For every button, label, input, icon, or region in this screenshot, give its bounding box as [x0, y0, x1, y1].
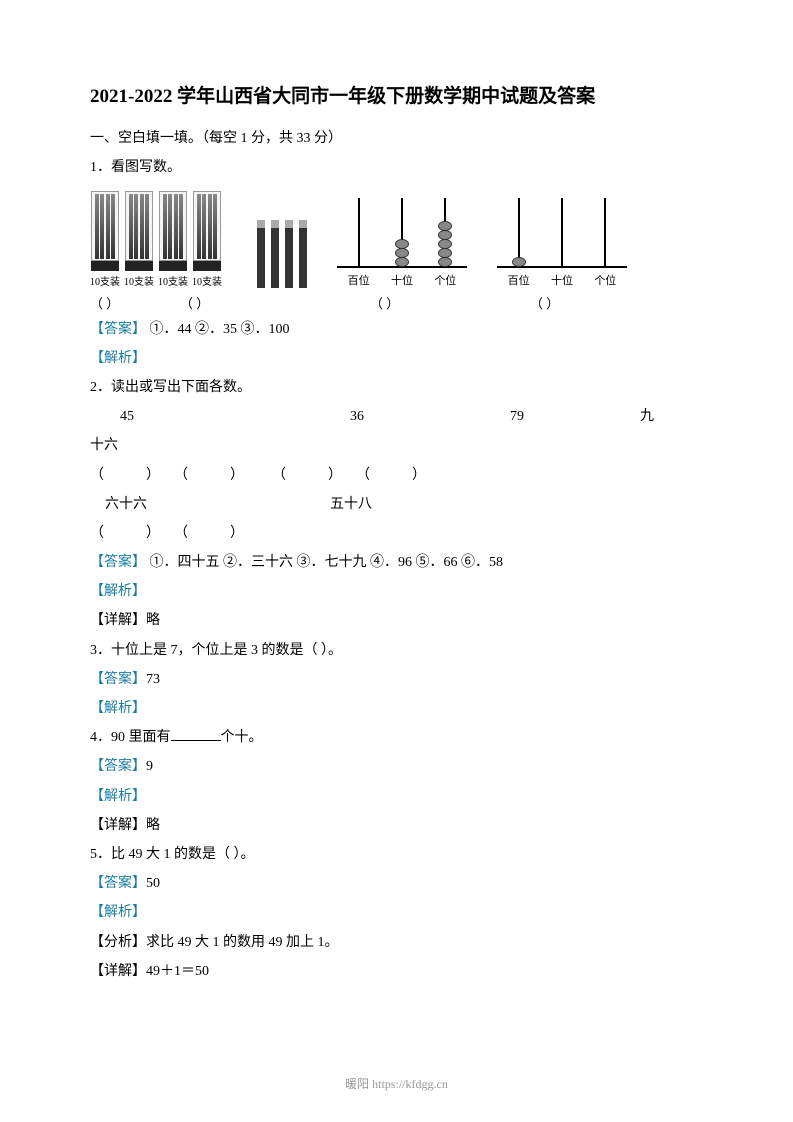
- q2-parens2: （ ） （ ）: [90, 521, 703, 546]
- pencil-pack: 10支装: [90, 191, 120, 288]
- abacus-group: 百位 十位 个位 百位 十位 个位: [337, 198, 627, 288]
- explain-label: 【解析】: [90, 905, 146, 920]
- num: 九: [640, 404, 654, 429]
- q3-answer: 【答案】73: [90, 667, 703, 692]
- pack-label: 10支装: [158, 273, 188, 288]
- q1-answer: 【答案】 ①．44 ②．35 ③．100: [90, 317, 703, 342]
- blank: （ ）: [530, 293, 559, 312]
- pack-label: 10支装: [90, 273, 120, 288]
- answer-text: ①．44 ②．35 ③．100: [146, 322, 290, 337]
- blank: （ ）: [370, 293, 530, 312]
- q2-parens1: （ ） （ ） （ ） （ ）: [90, 463, 703, 488]
- q5-explain: 【解析】: [90, 900, 703, 925]
- answer-text: 9: [146, 759, 153, 774]
- abacus-label: 百位: [508, 272, 530, 288]
- q5-detail: 【详解】49＋1＝50: [90, 959, 703, 984]
- q4-prefix: 4．90 里面有: [90, 730, 171, 745]
- abacus-2: 百位 十位 个位: [497, 198, 627, 288]
- abacus-label: 十位: [391, 272, 413, 288]
- footer: 暖阳 https://kfdgg.cn: [0, 1075, 793, 1092]
- blank: （ ）: [90, 293, 180, 312]
- q2-nums: 45 36 79 九: [90, 404, 703, 429]
- answer-text: ①．四十五 ②．三十六 ③．七十九 ④．96 ⑤．66 ⑥．58: [146, 555, 503, 570]
- answer-label: 【答案】: [90, 555, 146, 570]
- num: 36: [350, 404, 510, 429]
- q4-stem: 4．90 里面有 个十。: [90, 725, 703, 750]
- q2-detail: 【详解】略: [90, 608, 703, 633]
- explain-label: 【解析】: [90, 584, 146, 599]
- q1-images: 10支装 10支装 10支装 10支装: [90, 191, 703, 288]
- blank: （ ）: [180, 293, 370, 312]
- pencil-pack: 10支装: [124, 191, 154, 288]
- q4-answer: 【答案】9: [90, 754, 703, 779]
- q4-detail: 【详解】略: [90, 813, 703, 838]
- explain-label: 【解析】: [90, 351, 146, 366]
- q3-explain: 【解析】: [90, 696, 703, 721]
- abacus-label: 百位: [348, 272, 370, 288]
- pack-label: 10支装: [124, 273, 154, 288]
- answer-label: 【答案】: [90, 759, 146, 774]
- answer-label: 【答案】: [90, 876, 146, 891]
- num: 五十八: [330, 492, 372, 517]
- q4-suffix: 个十。: [221, 730, 263, 745]
- q1-explain: 【解析】: [90, 346, 703, 371]
- num: 45: [120, 404, 350, 429]
- pencil-pack: 10支装: [158, 191, 188, 288]
- q1-stem: 1．看图写数。: [90, 155, 703, 180]
- num: 79: [510, 404, 640, 429]
- num: 六十六: [105, 492, 330, 517]
- blank-underline: [171, 727, 221, 741]
- q2-stem: 2．读出或写出下面各数。: [90, 375, 703, 400]
- pencil-packs: 10支装 10支装 10支装 10支装: [90, 191, 222, 288]
- q5-answer: 【答案】50: [90, 871, 703, 896]
- explain-label: 【解析】: [90, 701, 146, 716]
- q5-analysis: 【分析】求比 49 大 1 的数用 49 加上 1。: [90, 930, 703, 955]
- answer-text: 50: [146, 876, 160, 891]
- pack-label: 10支装: [192, 273, 222, 288]
- q1-blanks: （ ） （ ） （ ） （ ）: [90, 293, 703, 312]
- answer-label: 【答案】: [90, 672, 146, 687]
- answer-text: 73: [146, 672, 160, 687]
- abacus-label: 十位: [551, 272, 573, 288]
- q5-stem: 5．比 49 大 1 的数是（ ）。: [90, 842, 703, 867]
- abacus-1: 百位 十位 个位: [337, 198, 467, 288]
- pencil-pack: 10支装: [192, 191, 222, 288]
- loose-pencils: [257, 220, 307, 288]
- q2-tail: 十六: [90, 433, 703, 458]
- q4-explain: 【解析】: [90, 784, 703, 809]
- section-heading: 一、空白填一填。（每空 1 分，共 33 分）: [90, 126, 703, 151]
- explain-label: 【解析】: [90, 789, 146, 804]
- q2-nums2: 六十六 五十八: [90, 492, 703, 517]
- document-title: 2021-2022 学年山西省大同市一年级下册数学期中试题及答案: [90, 80, 703, 114]
- q3-stem: 3．十位上是 7，个位上是 3 的数是（ ）。: [90, 638, 703, 663]
- q2-explain: 【解析】: [90, 579, 703, 604]
- abacus-label: 个位: [594, 272, 616, 288]
- q2-answer: 【答案】 ①．四十五 ②．三十六 ③．七十九 ④．96 ⑤．66 ⑥．58: [90, 550, 703, 575]
- answer-label: 【答案】: [90, 322, 146, 337]
- abacus-label: 个位: [434, 272, 456, 288]
